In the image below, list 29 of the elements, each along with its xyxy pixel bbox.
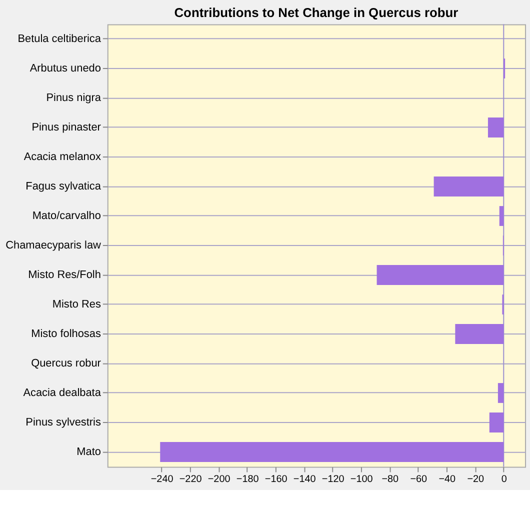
- x-tick-label: −60: [410, 474, 428, 486]
- y-tick-label: Mato/carvalho: [32, 210, 101, 222]
- y-tick-label: Acacia dealbata: [23, 386, 102, 399]
- y-tick-label: Pinus sylvestris: [26, 416, 102, 428]
- x-tick-label: 0: [501, 474, 508, 486]
- y-tick-label: Misto Res/Folh: [28, 268, 101, 281]
- x-tick-label: −200: [208, 474, 231, 486]
- x-tick-label: −40: [438, 474, 456, 486]
- x-tick-label: −240: [150, 474, 174, 486]
- y-tick-label: Chamaecyparis law: [6, 239, 102, 252]
- x-tick-label: −120: [322, 474, 345, 486]
- y-tick-label: Betula celtiberica: [18, 32, 102, 45]
- y-tick-label: Quercus robur: [31, 357, 102, 370]
- y-tick-label: Pinus pinaster: [32, 121, 102, 134]
- y-tick-label: Arbutus unedo: [30, 62, 101, 74]
- x-tick-label: −80: [382, 474, 400, 486]
- x-tick-label: −160: [264, 474, 288, 486]
- y-tick-label: Misto Res: [52, 298, 102, 310]
- x-tick-label: −100: [350, 474, 374, 486]
- y-tick-label: Misto folhosas: [31, 328, 102, 340]
- x-tick-label: −140: [293, 474, 316, 486]
- y-tick-label: Pinus nigra: [46, 92, 102, 104]
- y-tick-label: Fagus sylvatica: [26, 180, 102, 192]
- y-tick-label: Acacia melanox: [24, 150, 102, 163]
- y-tick-label: Mato: [76, 446, 101, 458]
- x-tick-label: −180: [236, 474, 260, 486]
- x-tick-label: −20: [467, 474, 485, 486]
- x-tick-label: −220: [179, 474, 202, 486]
- chart-title: Contributions to Net Change in Quercus robur: [174, 4, 458, 20]
